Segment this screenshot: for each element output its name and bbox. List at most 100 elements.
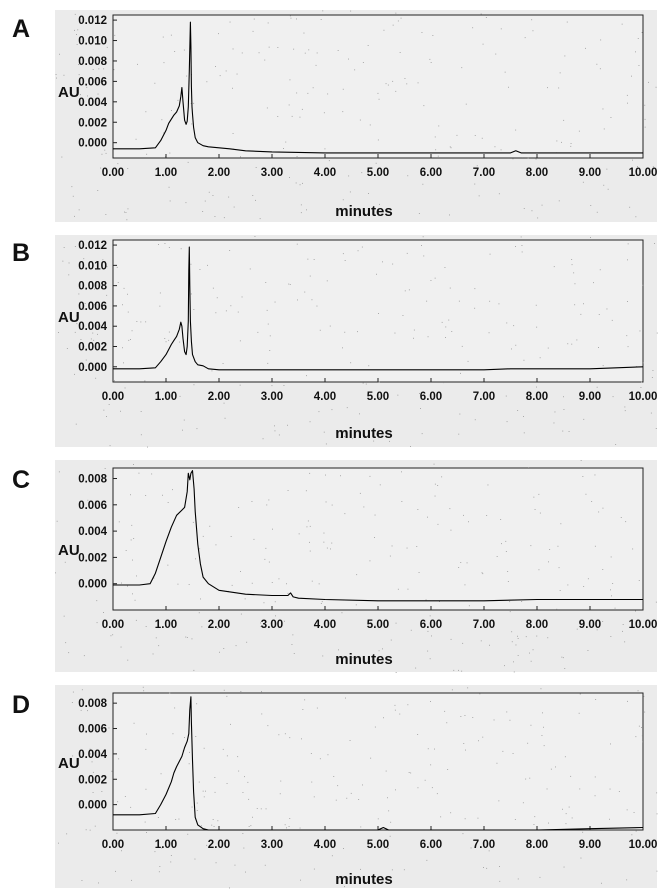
- noise-dot: [431, 635, 432, 637]
- noise-dot: [211, 824, 213, 826]
- noise-dot: [610, 117, 612, 118]
- noise-dot: [530, 724, 532, 726]
- noise-dot: [434, 483, 436, 485]
- noise-dot: [97, 333, 98, 335]
- noise-dot: [494, 146, 496, 148]
- noise-dot: [434, 277, 436, 279]
- noise-dot: [224, 417, 226, 419]
- noise-dot: [600, 39, 602, 41]
- noise-dot: [83, 655, 85, 657]
- noise-dot: [75, 423, 77, 425]
- noise-dot: [655, 601, 657, 603]
- x-tick-label: 4.00: [314, 619, 336, 631]
- noise-dot: [105, 214, 107, 215]
- noise-dot: [582, 476, 584, 477]
- noise-dot: [501, 543, 502, 545]
- noise-dot: [362, 382, 364, 384]
- y-tick-label: 0.002: [78, 552, 107, 564]
- noise-dot: [202, 535, 204, 537]
- noise-dot: [71, 186, 73, 188]
- noise-dot: [130, 494, 131, 496]
- y-tick-label: 0.002: [78, 342, 107, 354]
- noise-dot: [401, 501, 403, 502]
- noise-dot: [571, 343, 573, 345]
- noise-dot: [594, 545, 596, 547]
- noise-dot: [609, 818, 610, 820]
- noise-dot: [158, 645, 160, 647]
- noise-dot: [78, 293, 80, 295]
- noise-dot: [480, 640, 482, 642]
- noise-dot: [131, 330, 133, 332]
- noise-dot: [323, 112, 325, 114]
- noise-dot: [650, 412, 652, 414]
- noise-dot: [102, 581, 104, 582]
- noise-dot: [113, 69, 115, 71]
- noise-dot: [395, 90, 397, 92]
- noise-dot: [548, 822, 549, 824]
- noise-dot: [492, 621, 494, 622]
- noise-dot: [266, 107, 268, 109]
- noise-dot: [253, 18, 255, 20]
- noise-dot: [219, 651, 220, 653]
- noise-dot: [80, 94, 81, 96]
- noise-dot: [445, 337, 446, 338]
- noise-dot: [434, 748, 435, 750]
- noise-dot: [375, 162, 377, 164]
- noise-dot: [103, 68, 105, 70]
- noise-dot: [192, 521, 194, 523]
- noise-dot: [304, 52, 306, 54]
- noise-dot: [529, 652, 530, 654]
- noise-dot: [184, 737, 185, 738]
- noise-dot: [417, 82, 419, 84]
- noise-dot: [527, 157, 529, 159]
- noise-dot: [213, 172, 214, 174]
- noise-dot: [93, 339, 95, 341]
- x-tick-label: 10.00: [629, 391, 658, 403]
- noise-dot: [635, 51, 636, 53]
- chart-panel-a: A AU 0.012 0.010 0.008 0.006 0.004 0.002 0.000 0.…: [12, 10, 657, 222]
- y-tick-label: 0.004: [78, 526, 107, 538]
- noise-dot: [482, 736, 484, 738]
- noise-dot: [255, 199, 256, 201]
- noise-dot: [451, 331, 453, 332]
- y-tick-label: 0.000: [78, 138, 107, 150]
- noise-dot: [626, 94, 628, 96]
- noise-dot: [99, 82, 101, 83]
- noise-dot: [250, 825, 252, 827]
- noise-dot: [115, 870, 116, 872]
- noise-dot: [582, 831, 584, 833]
- noise-dot: [239, 340, 241, 342]
- noise-dot: [489, 300, 491, 302]
- noise-dot: [240, 613, 242, 615]
- y-axis-label: AU: [58, 755, 80, 772]
- noise-dot: [127, 311, 129, 313]
- x-tick-label: 2.00: [208, 839, 230, 851]
- noise-dot: [598, 347, 599, 348]
- noise-dot: [643, 845, 645, 846]
- noise-dot: [562, 808, 563, 810]
- noise-dot: [236, 73, 238, 75]
- noise-dot: [449, 214, 450, 216]
- noise-dot: [644, 118, 646, 120]
- noise-dot: [289, 284, 291, 285]
- noise-dot: [241, 52, 243, 54]
- noise-dot: [177, 583, 179, 585]
- noise-dot: [56, 77, 57, 79]
- noise-dot: [462, 833, 464, 835]
- noise-dot: [106, 416, 107, 417]
- plot-area: [112, 239, 644, 383]
- noise-dot: [496, 556, 498, 557]
- noise-dot: [480, 399, 482, 400]
- noise-dot: [101, 698, 103, 700]
- noise-dot: [602, 621, 604, 622]
- noise-dot: [137, 63, 138, 65]
- noise-dot: [464, 818, 466, 820]
- noise-dot: [283, 385, 285, 386]
- noise-dot: [256, 808, 258, 809]
- noise-dot: [427, 336, 429, 338]
- noise-dot: [193, 309, 195, 310]
- noise-dot: [316, 707, 318, 709]
- noise-dot: [241, 296, 243, 298]
- noise-dot: [579, 693, 581, 695]
- noise-dot: [344, 331, 346, 333]
